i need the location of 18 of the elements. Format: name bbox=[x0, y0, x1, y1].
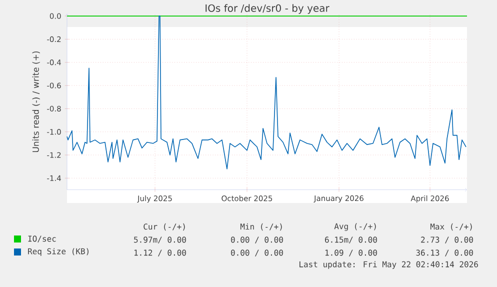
legend-label: Req Size (KB) bbox=[28, 248, 88, 256]
text: 1.12 / 0.00 bbox=[134, 250, 186, 256]
text: Max (-/+) bbox=[430, 223, 472, 231]
legend-label: IO/sec bbox=[28, 236, 56, 242]
text: Avg (-/+) bbox=[334, 223, 376, 231]
text: 2.73 / 0.00 bbox=[421, 236, 473, 244]
text: Last update: Fri May 22 02:40:14 2026 bbox=[300, 261, 478, 269]
text: Cur (-/+) bbox=[144, 223, 185, 231]
text: 6.15m/ 0.00 bbox=[325, 236, 377, 244]
text: 1.09 / 0.00 bbox=[325, 250, 377, 256]
text: 0.00 / 0.00 bbox=[231, 236, 283, 244]
chart-title: IOs for /dev/sr0 - by year bbox=[206, 4, 330, 14]
text: 0.00 / 0.00 bbox=[231, 250, 283, 256]
line-series bbox=[66, 16, 466, 170]
text: Min (-/+) bbox=[240, 223, 282, 231]
text: 36.13 / 0.00 bbox=[416, 250, 473, 256]
text: 5.97m/ 0.00 bbox=[134, 236, 186, 244]
y-axis-title: Units read (-) / write (+) bbox=[32, 51, 40, 152]
